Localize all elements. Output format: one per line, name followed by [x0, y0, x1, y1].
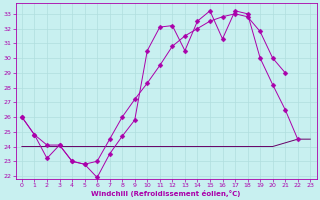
- X-axis label: Windchill (Refroidissement éolien,°C): Windchill (Refroidissement éolien,°C): [92, 190, 241, 197]
